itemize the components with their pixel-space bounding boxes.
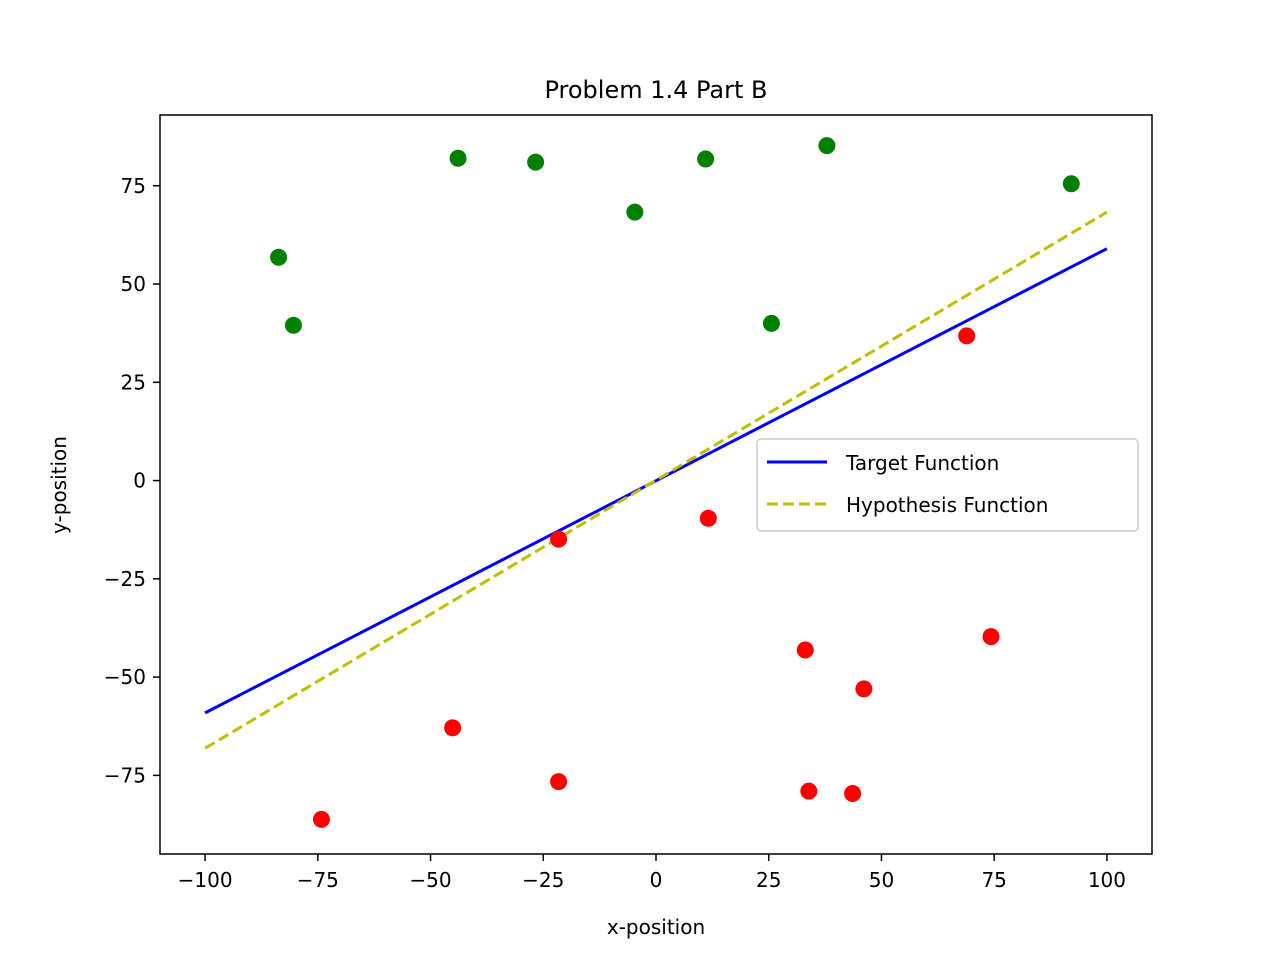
y-axis: −75 −50 −25 0 25 50 75 bbox=[104, 174, 160, 787]
legend: Target Function Hypothesis Function bbox=[756, 438, 1139, 532]
legend-label-target-function: Target Function bbox=[845, 451, 999, 475]
data-point-s1-10 bbox=[982, 628, 1000, 646]
chart-title: Problem 1.4 Part B bbox=[544, 76, 767, 104]
y-axis-label: y-position bbox=[47, 436, 71, 534]
y-tick-label: 75 bbox=[121, 174, 146, 198]
data-point-s1-5 bbox=[796, 641, 814, 659]
y-tick-label: −25 bbox=[104, 567, 146, 591]
data-point-s1-8 bbox=[855, 680, 873, 698]
data-point-s1-2 bbox=[550, 773, 568, 791]
x-tick-label: −100 bbox=[178, 868, 233, 892]
x-axis-label: x-position bbox=[607, 915, 705, 939]
legend-box bbox=[756, 438, 1139, 532]
y-tick-label: 25 bbox=[121, 370, 146, 394]
series-line-hypothesis-function bbox=[204, 210, 1108, 750]
legend-label-hypothesis-function: Hypothesis Function bbox=[846, 493, 1048, 517]
series-line-target-function bbox=[204, 247, 1108, 715]
data-point-s1-4 bbox=[699, 509, 717, 527]
data-point-s0-8 bbox=[1062, 175, 1080, 193]
plot-area bbox=[204, 137, 1108, 828]
y-tick-label: −50 bbox=[104, 665, 146, 689]
x-tick-label: 50 bbox=[869, 868, 894, 892]
x-tick-label: 25 bbox=[756, 868, 781, 892]
data-point-s1-0 bbox=[312, 810, 330, 828]
y-tick-label: 50 bbox=[121, 272, 146, 296]
x-tick-label: −50 bbox=[409, 868, 451, 892]
data-point-s0-7 bbox=[818, 137, 836, 155]
y-tick-label: −75 bbox=[104, 763, 146, 787]
data-point-s1-9 bbox=[958, 327, 976, 345]
data-point-s0-1 bbox=[284, 316, 302, 334]
data-point-s0-4 bbox=[626, 203, 644, 221]
data-point-s0-3 bbox=[527, 153, 545, 171]
x-axis: −100 −75 −50 −25 0 25 50 75 100 bbox=[178, 854, 1126, 892]
x-tick-label: 75 bbox=[981, 868, 1006, 892]
x-tick-label: 0 bbox=[650, 868, 663, 892]
data-point-s1-6 bbox=[800, 782, 818, 800]
data-point-s1-1 bbox=[444, 719, 462, 737]
data-point-s1-3 bbox=[550, 530, 568, 548]
x-tick-label: 100 bbox=[1088, 868, 1126, 892]
data-point-s0-2 bbox=[449, 149, 467, 167]
data-point-s0-0 bbox=[270, 248, 288, 266]
x-tick-label: −75 bbox=[297, 868, 339, 892]
x-tick-label: −25 bbox=[522, 868, 564, 892]
data-point-s0-6 bbox=[762, 314, 780, 332]
data-point-s0-5 bbox=[697, 150, 715, 168]
data-point-s1-7 bbox=[844, 784, 862, 802]
y-tick-label: 0 bbox=[133, 469, 146, 493]
